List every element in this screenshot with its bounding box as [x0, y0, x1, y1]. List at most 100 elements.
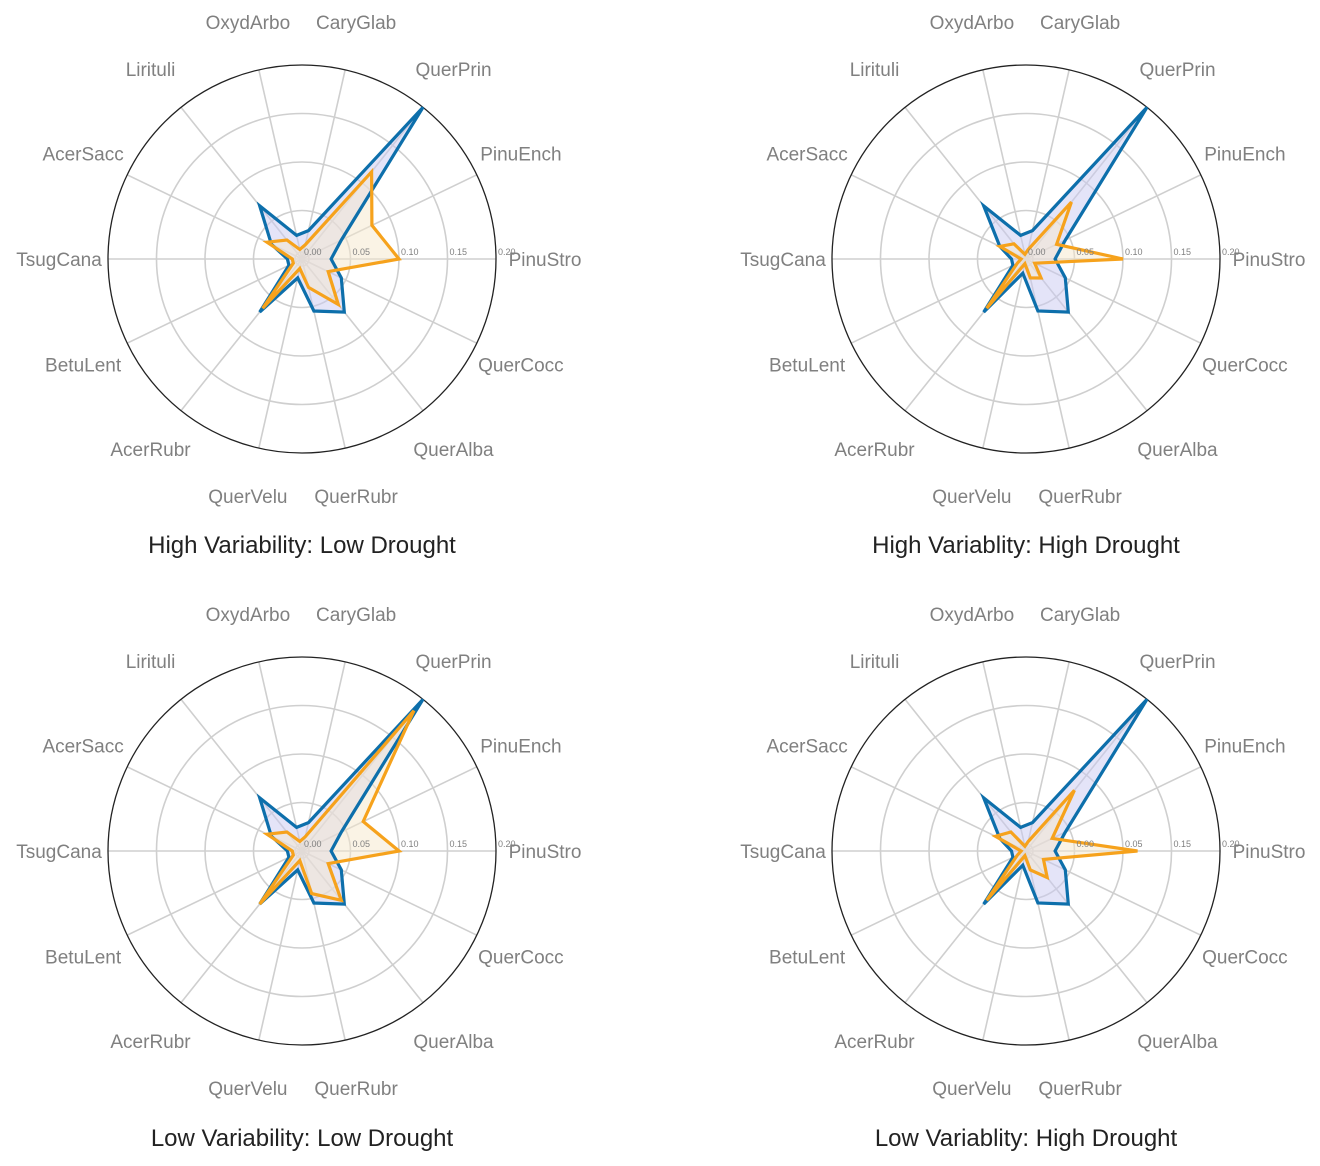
- axis-label-querprin: QuerPrin: [1139, 60, 1215, 81]
- axis-label-acerrubr: AcerRubr: [110, 1032, 191, 1053]
- spoke-oxydarbo: [258, 661, 303, 852]
- spoke-oxydarbo: [982, 661, 1027, 852]
- r-tick-label: 0.10: [401, 839, 419, 849]
- spoke-quervelu: [258, 850, 303, 1041]
- panel-title: High Variablity: High Drought: [872, 532, 1180, 559]
- spoke-betulent: [126, 258, 303, 344]
- axis-label-querrubr: QuerRubr: [1038, 1079, 1122, 1100]
- axis-label-queralba: QuerAlba: [413, 440, 494, 461]
- axis-label-acersacc: AcerSacc: [766, 737, 847, 758]
- axis-label-pinuench: PinuEnch: [480, 145, 561, 166]
- axis-label-lirituli: Lirituli: [126, 60, 176, 81]
- axis-label-pinustro: PinuStro: [1233, 842, 1306, 863]
- r-tick-label: 0.20: [498, 247, 516, 257]
- spoke-betulent: [126, 850, 303, 936]
- axis-label-querrubr: QuerRubr: [1038, 487, 1122, 508]
- axis-label-pinuench: PinuEnch: [1204, 145, 1285, 166]
- axis-label-caryglab: CaryGlab: [1040, 13, 1120, 34]
- spoke-caryglab: [301, 69, 346, 260]
- spoke-caryglab: [1025, 661, 1070, 852]
- axis-label-querrubr: QuerRubr: [314, 1079, 398, 1100]
- panel-title: Low Variability: Low Drought: [151, 1125, 454, 1152]
- axis-label-oxydarbo: OxydArbo: [930, 605, 1014, 626]
- r-tick-label: 0.20: [1222, 247, 1240, 257]
- r-tick-label: 0.00: [1077, 839, 1095, 849]
- r-tick-label: 0.15: [1174, 839, 1192, 849]
- r-tick-label: 0.10: [401, 247, 419, 257]
- axis-label-acerrubr: AcerRubr: [834, 440, 915, 461]
- spoke-quervelu: [982, 258, 1027, 449]
- r-tick-label: 0.05: [353, 839, 371, 849]
- axis-label-acerrubr: AcerRubr: [834, 1032, 915, 1053]
- radar-boundary: [831, 656, 1221, 1046]
- r-tick-label: 0.05: [353, 247, 371, 257]
- panel-title: Low Variablity: High Drought: [875, 1125, 1178, 1152]
- axis-label-tsugcana: TsugCana: [16, 250, 102, 271]
- r-tick-label: 0.05: [1125, 839, 1143, 849]
- axis-label-caryglab: CaryGlab: [316, 605, 396, 626]
- r-tick-label: 0.15: [1174, 247, 1192, 257]
- spoke-oxydarbo: [982, 69, 1027, 260]
- axis-label-queralba: QuerAlba: [1137, 440, 1218, 461]
- spoke-oxydarbo: [258, 69, 303, 260]
- axis-label-pinustro: PinuStro: [1233, 250, 1306, 271]
- axis-label-querprin: QuerPrin: [415, 60, 491, 81]
- series-2-line: [985, 201, 1124, 310]
- axis-label-caryglab: CaryGlab: [316, 13, 396, 34]
- radar-boundary: [107, 656, 497, 1046]
- r-tick-label: 0.00: [1028, 247, 1046, 257]
- r-tick-label: 0.00: [304, 839, 322, 849]
- axis-label-betulent: BetuLent: [769, 947, 846, 968]
- axis-label-pinuench: PinuEnch: [1204, 737, 1285, 758]
- axis-label-acersacc: AcerSacc: [42, 145, 123, 166]
- r-tick-label: 0.00: [304, 247, 322, 257]
- series-2-line: [985, 789, 1138, 902]
- series-2-line: [261, 167, 402, 310]
- axis-label-pinustro: PinuStro: [509, 250, 582, 271]
- radar-boundary: [831, 64, 1221, 454]
- spoke-betulent: [850, 850, 1027, 936]
- axis-label-tsugcana: TsugCana: [740, 250, 826, 271]
- axis-label-caryglab: CaryGlab: [1040, 605, 1120, 626]
- axis-label-acersacc: AcerSacc: [42, 737, 123, 758]
- axis-label-betulent: BetuLent: [45, 355, 122, 376]
- axis-label-quervelu: QuerVelu: [208, 1079, 287, 1100]
- axis-label-querrubr: QuerRubr: [314, 487, 398, 508]
- axis-label-quervelu: QuerVelu: [932, 1079, 1011, 1100]
- axis-label-lirituli: Lirituli: [126, 652, 176, 673]
- axis-label-quercocc: QuerCocc: [1202, 947, 1288, 968]
- axis-label-querprin: QuerPrin: [1139, 652, 1215, 673]
- r-tick-label: 0.05: [1077, 247, 1095, 257]
- series-1-line: [256, 698, 425, 906]
- r-tick-label: 0.20: [498, 839, 516, 849]
- axis-label-quervelu: QuerVelu: [208, 487, 287, 508]
- axis-label-betulent: BetuLent: [45, 947, 122, 968]
- axis-label-pinustro: PinuStro: [509, 842, 582, 863]
- axis-label-acersacc: AcerSacc: [766, 145, 847, 166]
- spoke-quervelu: [982, 850, 1027, 1041]
- r-tick-label: 0.10: [1125, 247, 1143, 257]
- axis-label-oxydarbo: OxydArbo: [206, 13, 290, 34]
- series-1-line: [256, 106, 425, 314]
- r-tick-label: 0.20: [1222, 839, 1240, 849]
- radar-boundary: [107, 64, 497, 454]
- axis-label-queralba: QuerAlba: [1137, 1032, 1218, 1053]
- spoke-caryglab: [301, 661, 346, 852]
- series-1-line: [979, 698, 1149, 906]
- axis-label-queralba: QuerAlba: [413, 1032, 494, 1053]
- series-2-area: [986, 790, 1138, 901]
- spoke-quervelu: [258, 258, 303, 449]
- axis-label-querprin: QuerPrin: [415, 652, 491, 673]
- axis-label-tsugcana: TsugCana: [16, 842, 102, 863]
- series-2-line: [258, 709, 416, 906]
- axis-label-lirituli: Lirituli: [850, 652, 900, 673]
- axis-label-quercocc: QuerCocc: [478, 355, 564, 376]
- spoke-acersacc: [850, 174, 1027, 260]
- axis-label-tsugcana: TsugCana: [740, 842, 826, 863]
- axis-label-quercocc: QuerCocc: [478, 947, 564, 968]
